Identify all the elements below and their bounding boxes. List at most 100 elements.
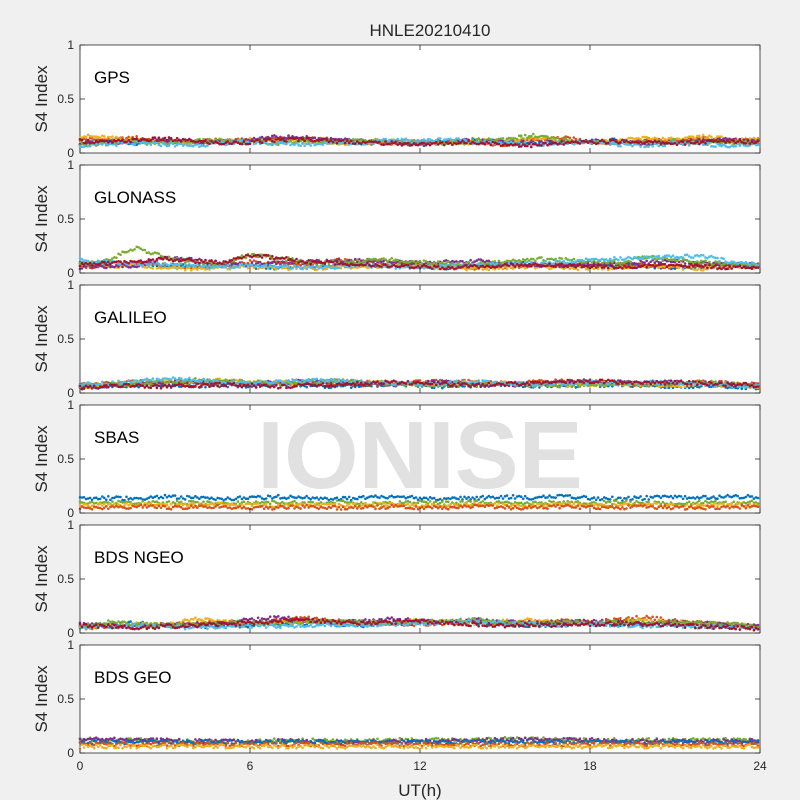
data-point <box>402 139 406 143</box>
data-point <box>307 136 311 140</box>
data-point <box>111 138 114 142</box>
data-point <box>746 262 750 265</box>
data-point <box>528 142 531 146</box>
data-point <box>295 137 298 140</box>
data-point <box>327 138 331 141</box>
data-point <box>396 143 400 146</box>
data-point <box>299 144 302 147</box>
data-point <box>574 137 578 141</box>
data-point <box>497 142 501 146</box>
data-point <box>734 144 737 148</box>
data-point <box>149 143 153 147</box>
data-point <box>578 263 582 266</box>
data-point <box>188 137 191 141</box>
data-point <box>659 142 663 146</box>
data-point <box>530 264 533 268</box>
data-point <box>115 144 118 148</box>
data-point <box>663 262 667 266</box>
data-point <box>702 254 705 257</box>
data-point <box>281 137 284 141</box>
data-point <box>683 143 687 146</box>
data-point <box>718 259 721 263</box>
data-point <box>449 141 452 145</box>
data-point <box>501 267 505 271</box>
data-point <box>86 133 90 136</box>
data-point <box>651 145 654 148</box>
data-point <box>115 256 118 260</box>
data-point <box>436 265 440 268</box>
data-point <box>384 137 387 141</box>
data-point <box>675 259 679 263</box>
data-point <box>200 258 203 262</box>
data-point <box>331 140 335 144</box>
data-point <box>558 142 561 145</box>
data-point <box>240 262 244 266</box>
data-point <box>702 140 705 143</box>
data-point <box>493 260 497 263</box>
data-point <box>558 260 561 263</box>
data-point <box>530 134 533 138</box>
data-point <box>157 252 161 255</box>
data-point <box>268 137 272 141</box>
data-point <box>82 137 86 141</box>
data-point <box>637 262 640 266</box>
data-point <box>718 137 721 140</box>
data-point <box>301 142 304 145</box>
data-point <box>515 143 519 146</box>
data-point <box>179 140 183 143</box>
data-point <box>645 259 648 263</box>
data-point <box>671 254 675 257</box>
data-point <box>149 139 153 142</box>
data-point <box>78 136 82 139</box>
data-point <box>641 257 644 261</box>
data-point <box>432 260 436 264</box>
data-point <box>714 145 717 148</box>
data-point <box>596 142 600 145</box>
data-point <box>92 141 96 145</box>
data-point <box>129 140 132 144</box>
data-point <box>704 263 707 267</box>
data-point <box>730 267 733 270</box>
data-point <box>566 265 569 269</box>
data-point <box>704 142 707 145</box>
data-point <box>738 264 742 268</box>
data-point <box>349 265 353 269</box>
data-point <box>655 137 659 140</box>
data-point <box>550 139 553 143</box>
data-point <box>536 138 539 142</box>
data-point <box>333 138 337 142</box>
data-point <box>436 143 440 146</box>
data-point <box>515 137 519 141</box>
data-point <box>503 144 507 148</box>
data-point <box>345 139 349 142</box>
data-point <box>331 261 335 264</box>
data-point <box>698 134 701 138</box>
data-point <box>756 266 760 269</box>
data-point <box>297 265 300 268</box>
data-point <box>206 266 209 270</box>
data-point <box>497 259 501 263</box>
data-point <box>169 257 173 261</box>
data-point <box>115 135 118 139</box>
data-point <box>691 135 695 139</box>
data-point <box>202 260 205 264</box>
data-point <box>295 141 298 145</box>
data-point <box>194 265 197 269</box>
data-point <box>196 143 199 146</box>
data-point <box>683 262 687 265</box>
data-point <box>80 138 84 142</box>
data-point <box>196 258 199 262</box>
data-point <box>167 144 171 147</box>
data-point <box>619 256 622 259</box>
data-point <box>92 138 96 141</box>
data-point <box>117 265 120 268</box>
data-point <box>534 259 537 263</box>
data-point <box>710 135 713 139</box>
data-point <box>424 140 428 143</box>
data-point <box>275 262 278 266</box>
data-point <box>611 265 614 268</box>
data-point <box>107 135 110 139</box>
data-point <box>90 135 94 138</box>
data-point <box>554 259 557 263</box>
data-point <box>756 143 760 147</box>
